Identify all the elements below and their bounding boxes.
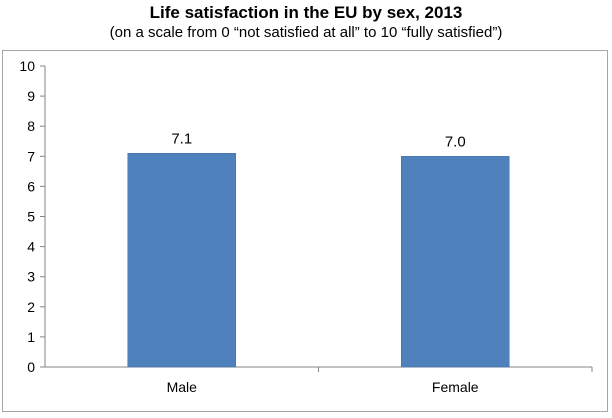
- chart-frame: [2, 50, 608, 412]
- y-tick-label: 8: [27, 118, 35, 134]
- data-label-female: 7.0: [445, 133, 466, 150]
- bars-group: 7.1 7.0: [127, 130, 510, 368]
- y-tick-label: 9: [27, 88, 35, 104]
- bar-female: [401, 156, 510, 368]
- y-tick-label: 6: [27, 178, 35, 194]
- chart-title: Life satisfaction in the EU by sex, 2013: [149, 3, 463, 22]
- y-tick-label: 10: [19, 58, 35, 74]
- y-tick-label: 5: [27, 209, 35, 225]
- bar-male: [127, 153, 236, 368]
- x-axis-labels: Male Female: [167, 367, 593, 395]
- y-tick-label: 7: [27, 148, 35, 164]
- y-tick-label: 0: [27, 359, 35, 375]
- x-tick-label-female: Female: [432, 379, 479, 395]
- x-tick-label-male: Male: [167, 379, 198, 395]
- chart-subtitle: (on a scale from 0 “not satisfied at all…: [109, 24, 503, 41]
- y-tick-label: 2: [27, 299, 35, 315]
- y-axis-ticks: 0 1 2 3 4 5 6 7 8 9 10: [19, 58, 45, 375]
- y-tick-label: 3: [27, 269, 35, 285]
- y-tick-label: 1: [27, 329, 35, 345]
- y-tick-label: 4: [27, 239, 35, 255]
- data-label-male: 7.1: [171, 130, 192, 147]
